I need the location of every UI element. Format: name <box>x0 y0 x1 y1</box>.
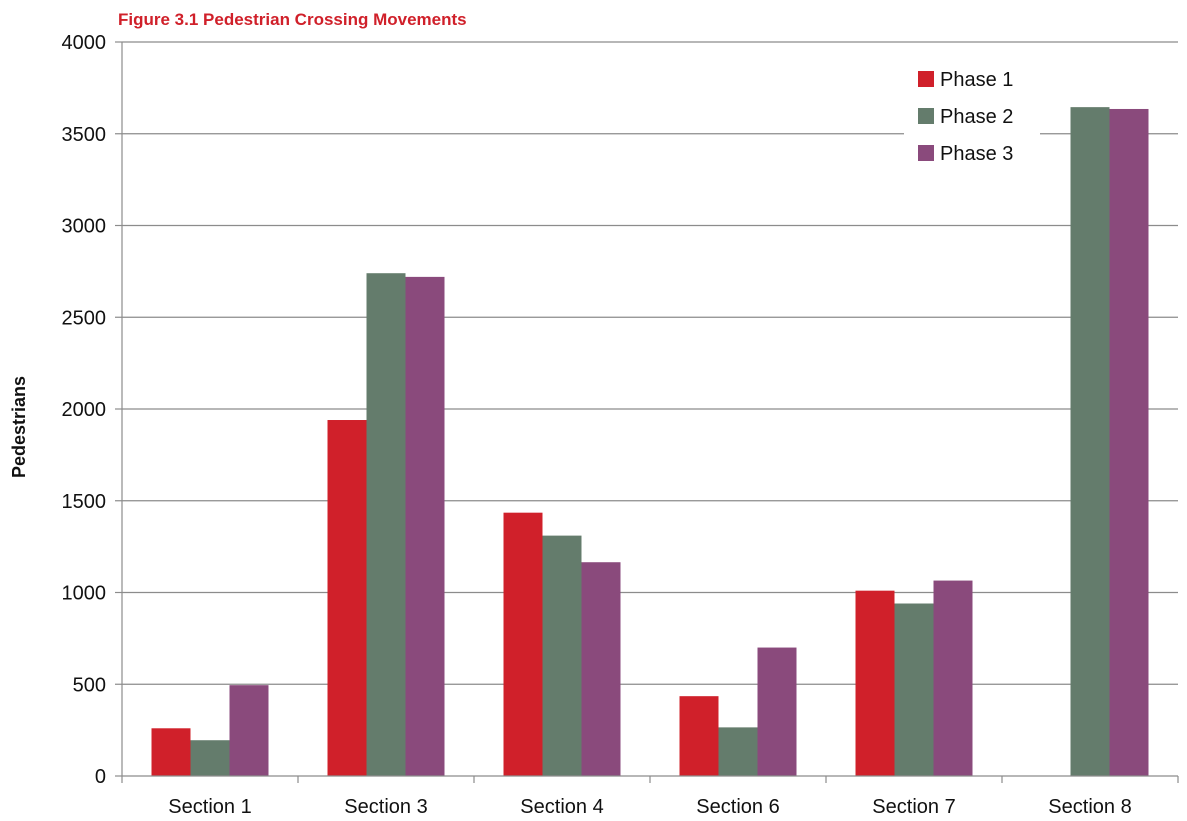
bar-phase-3 <box>581 562 621 776</box>
x-tick-label: Section 3 <box>344 796 427 818</box>
legend-label: Phase 3 <box>940 143 1013 165</box>
bar-phase-2 <box>894 603 934 776</box>
legend-label: Phase 2 <box>940 106 1013 128</box>
bar-phase-1 <box>855 590 895 776</box>
legend-label: Phase 1 <box>940 69 1013 91</box>
bar-phase-1 <box>503 512 543 776</box>
bar-phase-3 <box>1109 108 1149 777</box>
y-tick-label: 4000 <box>62 32 107 54</box>
bar-phase-1 <box>679 696 719 776</box>
x-tick-label: Section 8 <box>1048 796 1131 818</box>
bar-phase-3 <box>229 685 269 776</box>
bar-phase-2 <box>1070 107 1110 776</box>
x-tick-label: Section 1 <box>168 796 251 818</box>
x-tick-label: Section 7 <box>872 796 955 818</box>
y-tick-label: 3500 <box>62 124 107 146</box>
bar-phase-2 <box>542 535 582 776</box>
y-tick-label: 1500 <box>62 491 107 513</box>
y-tick-label: 3000 <box>62 216 107 238</box>
legend-swatch <box>918 145 934 161</box>
chart-title: Figure 3.1 Pedestrian Crossing Movements <box>118 10 467 29</box>
y-axis-title: Pedestrians <box>9 376 29 478</box>
bar-phase-1 <box>151 728 191 776</box>
y-tick-label: 2500 <box>62 307 107 329</box>
bar-phase-2 <box>190 740 230 776</box>
bar-phase-3 <box>405 276 445 776</box>
axes: 0 500 1000 1500 2000 2500 3000 3500 4000 Section … <box>62 32 1179 818</box>
legend-swatch <box>918 108 934 124</box>
y-tick-label: 1000 <box>62 583 107 605</box>
bar-phase-2 <box>718 727 758 776</box>
y-tick-label: 0 <box>95 766 106 788</box>
bar-phase-2 <box>366 273 406 776</box>
legend: Phase 1 Phase 2 Phase 3 <box>904 62 1040 174</box>
bar-phase-1 <box>327 420 367 776</box>
bars <box>151 107 1149 777</box>
y-tick-label: 500 <box>73 674 106 696</box>
x-tick-label: Section 6 <box>696 796 779 818</box>
x-tick-label: Section 4 <box>520 796 603 818</box>
bar-phase-3 <box>757 647 797 776</box>
y-tick-label: 2000 <box>62 399 107 421</box>
bar-phase-3 <box>933 580 973 776</box>
legend-swatch <box>918 71 934 87</box>
